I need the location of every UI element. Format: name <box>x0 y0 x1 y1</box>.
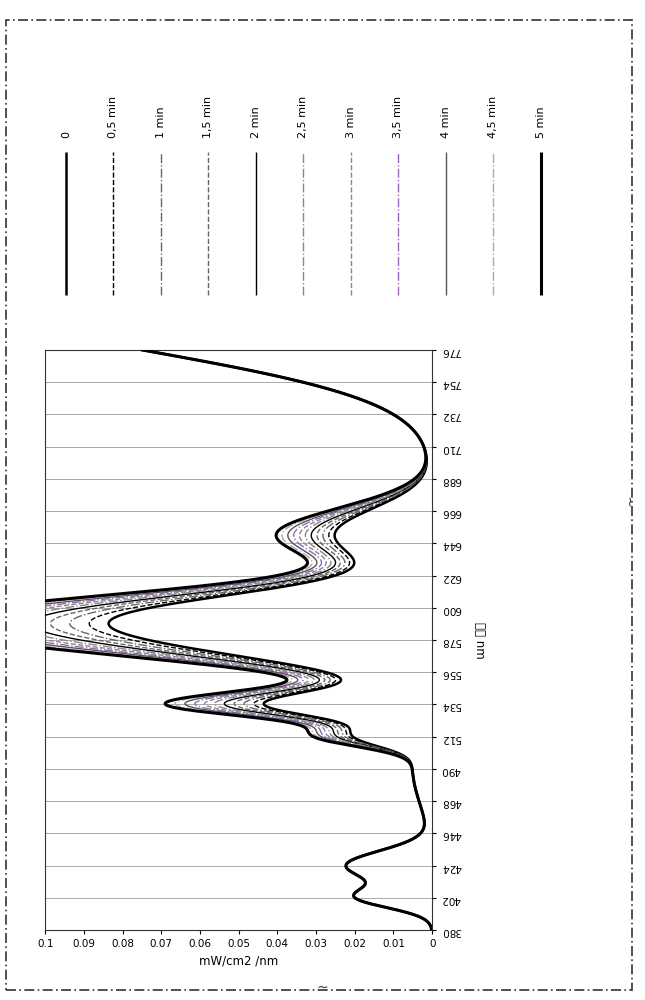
Text: ~: ~ <box>623 494 637 506</box>
X-axis label: mW/cm2 /nm: mW/cm2 /nm <box>199 955 278 968</box>
Text: 1 min: 1 min <box>155 106 166 138</box>
Text: 3 min: 3 min <box>346 106 355 138</box>
Text: 0: 0 <box>61 131 71 138</box>
Text: 0,5 min: 0,5 min <box>108 96 118 138</box>
Text: 5 min: 5 min <box>535 106 546 138</box>
Text: 3,5 min: 3,5 min <box>393 96 403 138</box>
Text: 1,5 min: 1,5 min <box>203 96 213 138</box>
Text: ~: ~ <box>317 981 328 995</box>
Text: 4,5 min: 4,5 min <box>488 96 498 138</box>
Text: 2,5 min: 2,5 min <box>298 96 308 138</box>
Text: 2 min: 2 min <box>251 106 261 138</box>
Text: 4 min: 4 min <box>441 106 451 138</box>
Y-axis label: 波长 nm: 波长 nm <box>473 622 486 658</box>
